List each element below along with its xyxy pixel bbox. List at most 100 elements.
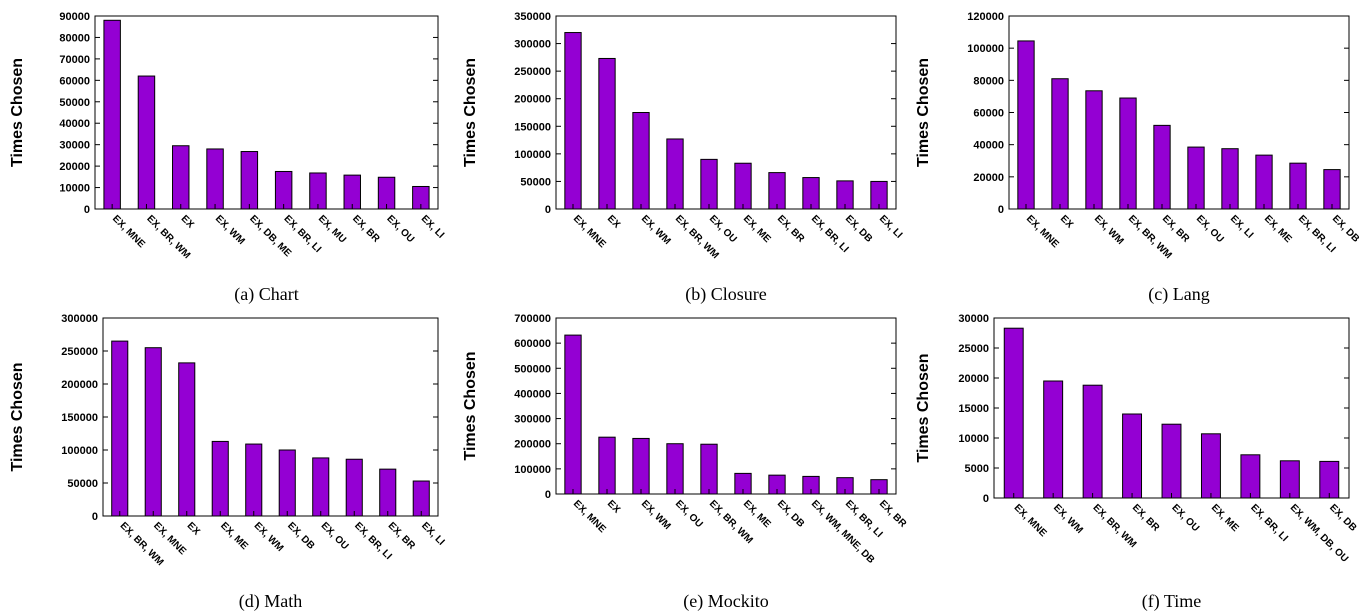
chart-c: 0 20000 40000 60000 80000 100000 120000 Times C… — [915, 11, 1359, 305]
y-tick-label: 120000 — [967, 11, 1004, 23]
x-tick-label: EX, OU — [1194, 213, 1226, 245]
x-tick-label: EX, BR — [350, 213, 382, 245]
y-tick-label: 40000 — [973, 140, 1004, 152]
chart-caption: (a) Chart — [234, 284, 298, 305]
bar — [172, 145, 190, 210]
chart-caption: (f) Time — [1142, 591, 1202, 612]
bar — [768, 172, 786, 210]
bar — [178, 362, 196, 517]
bar — [144, 347, 162, 517]
y-tick-label: 500000 — [514, 363, 551, 375]
y-tick-label: 400000 — [514, 388, 551, 400]
x-tick-label: EX, OU — [384, 213, 416, 245]
bar — [206, 148, 224, 210]
x-tick-label: EX, OU — [707, 213, 739, 245]
y-tick-label: 300000 — [61, 313, 98, 325]
x-tick-label: EX, MNE — [571, 498, 608, 535]
y-axis-label: Times Chosen — [462, 351, 479, 460]
x-tick-label: EX, WM — [1051, 502, 1085, 536]
y-axis-label: Times Chosen — [915, 353, 932, 462]
x-tick-label: EX, WM — [639, 213, 673, 247]
y-tick-label: 50000 — [67, 478, 98, 490]
x-tick-label: EX, WM — [639, 498, 673, 532]
bar — [1240, 454, 1261, 499]
chart-panel-f: 0 5000 10000 15000 20000 25000 30000 Times Chos… — [906, 307, 1359, 614]
y-tick-label: 60000 — [973, 108, 1004, 120]
y-tick-label: 0 — [998, 204, 1004, 216]
x-tick-label: EX, WM, MNE, DB — [809, 498, 876, 565]
bar — [274, 170, 293, 210]
y-tick-label: 700000 — [514, 313, 551, 325]
x-tick-label: EX, LI — [419, 213, 447, 241]
y-tick-label: 250000 — [514, 66, 551, 78]
bar — [1085, 90, 1103, 210]
bar — [564, 32, 582, 210]
y-tick-label: 350000 — [514, 11, 551, 23]
y-tick-label: 40000 — [59, 118, 90, 130]
x-tick-label: EX, MNE — [110, 213, 147, 250]
y-tick-label: 300000 — [514, 414, 551, 426]
x-tick-label: EX, DB — [775, 498, 806, 529]
bar — [1122, 413, 1143, 499]
x-tick-label: EX, LI — [1228, 213, 1256, 241]
chart-panel-b: 0 50000 100000 150000 200000 250000 300000 3500… — [453, 0, 906, 307]
y-tick-label: 20000 — [59, 161, 90, 173]
y-tick-label: 250000 — [61, 346, 98, 358]
y-tick-label: 25000 — [958, 343, 989, 355]
x-tick-label: EX, DB — [1330, 213, 1359, 244]
y-tick-label: 30000 — [958, 313, 989, 325]
x-tick-label: EX, ME — [741, 213, 773, 245]
x-tick-label: EX, BR — [386, 520, 418, 552]
plot-frame — [555, 317, 897, 495]
bar — [1051, 78, 1069, 210]
y-axis-label: Times Chosen — [9, 362, 26, 471]
chart-caption: (c) Lang — [1148, 284, 1209, 305]
plot-frame — [94, 15, 439, 210]
x-tick-label: EX, OU — [319, 520, 351, 552]
bar — [103, 19, 121, 210]
y-tick-label: 0 — [545, 489, 551, 501]
chart-panel-c: 0 20000 40000 60000 80000 100000 120000 Times C… — [906, 0, 1359, 307]
bar — [1119, 97, 1137, 210]
x-tick-label: EX, MNE — [1024, 213, 1061, 250]
x-tick-label: EX — [179, 213, 196, 230]
y-tick-label: 100000 — [514, 464, 551, 476]
y-tick-label: 80000 — [59, 32, 90, 44]
x-tick-label: EX — [605, 213, 622, 230]
y-tick-label: 100000 — [967, 43, 1004, 55]
bar — [1289, 162, 1307, 210]
x-tick-label: EX, BR — [877, 498, 909, 530]
bar — [666, 138, 684, 210]
bar — [734, 162, 752, 210]
y-tick-label: 5000 — [965, 463, 989, 475]
chart-a: 0 10000 20000 30000 40000 50000 60000 70000 8000… — [9, 11, 447, 305]
x-tick-label: EX, ME — [218, 520, 250, 552]
bar — [211, 440, 229, 517]
x-tick-label: EX, OU — [673, 498, 705, 530]
x-tick-label: EX, WM — [252, 520, 286, 554]
y-tick-label: 200000 — [61, 379, 98, 391]
y-tick-label: 15000 — [958, 403, 989, 415]
bar — [1279, 460, 1300, 499]
x-tick-label: EX, DB — [843, 213, 874, 244]
y-axis-label: Times Chosen — [9, 58, 26, 167]
chart-caption: (e) Mockito — [683, 591, 768, 612]
bar — [1017, 40, 1035, 210]
y-tick-label: 0 — [92, 511, 98, 523]
y-tick-label: 0 — [545, 204, 551, 216]
x-tick-label: EX, MNE — [571, 213, 608, 250]
y-tick-label: 10000 — [958, 433, 989, 445]
x-tick-label: EX, DB — [285, 520, 316, 551]
y-tick-label: 150000 — [61, 412, 98, 424]
y-axis-label: Times Chosen — [915, 58, 932, 167]
y-tick-label: 90000 — [59, 11, 90, 23]
x-tick-label: EX, MU — [316, 213, 348, 245]
bar — [412, 480, 430, 517]
chart-panel-a: 0 10000 20000 30000 40000 50000 60000 70000 8000… — [0, 0, 453, 307]
x-tick-label: EX, BR, LI — [1248, 502, 1290, 544]
y-tick-label: 0 — [983, 493, 989, 505]
bar — [1200, 433, 1221, 499]
y-tick-label: 300000 — [514, 39, 551, 51]
x-tick-label: EX — [1058, 213, 1075, 230]
y-tick-label: 80000 — [973, 75, 1004, 87]
